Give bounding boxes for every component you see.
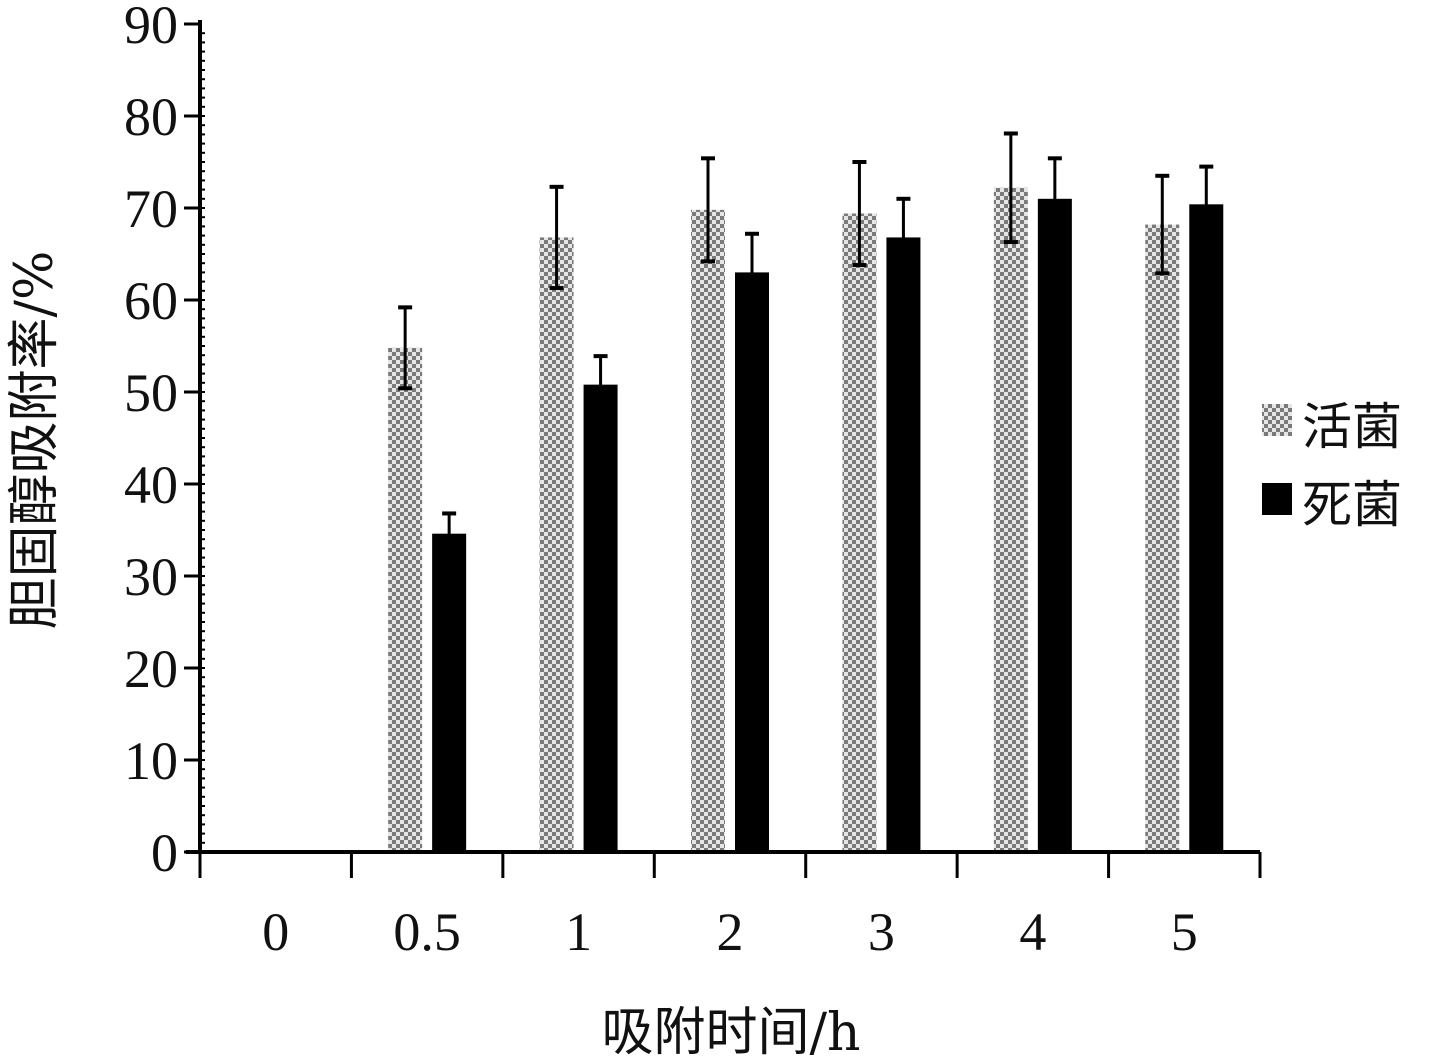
bar-dead [1189, 204, 1224, 852]
bar-live [1145, 224, 1180, 852]
y-tick-label: 0 [151, 823, 178, 883]
x-tick-label: 4 [1019, 902, 1046, 962]
y-tick-label: 20 [124, 639, 178, 699]
axes [184, 20, 1262, 878]
x-tick-label: 0 [262, 902, 289, 962]
x-tick-label: 2 [717, 902, 744, 962]
y-tick-label: 70 [124, 179, 178, 239]
bar-dead [432, 533, 467, 852]
bar-live [993, 187, 1028, 852]
x-tick-label: 0.5 [393, 902, 461, 962]
y-tick-label: 90 [124, 0, 178, 55]
legend-swatch-live [1262, 404, 1292, 436]
y-tick-label: 80 [124, 87, 178, 147]
y-tick-label: 40 [124, 455, 178, 515]
x-tick-label: 3 [868, 902, 895, 962]
y-tick-label: 50 [124, 363, 178, 423]
tick-labels: 0 10 20 30 40 50 60 70 80 90 0 0.5 1 2 3 4 5 [124, 0, 1198, 962]
y-tick-label: 60 [124, 271, 178, 331]
legend-label-live: 活菌 [1302, 398, 1402, 456]
bars [388, 131, 1224, 853]
x-axis-title: 吸附时间/h [601, 1003, 860, 1062]
bar-live [691, 209, 725, 853]
bar-dead [886, 237, 921, 852]
bar-live [842, 213, 877, 852]
legend-label-dead: 死菌 [1302, 476, 1402, 534]
y-tick-label: 10 [124, 731, 178, 791]
x-tick-label: 5 [1171, 902, 1198, 962]
y-tick-label: 30 [124, 547, 178, 607]
bar-dead [1037, 198, 1072, 853]
bar-dead [735, 272, 769, 852]
bar-live [539, 237, 574, 852]
y-axis-title: 胆固醇吸附率/% [5, 251, 65, 630]
legend-swatch-dead [1262, 483, 1292, 515]
x-tick-label: 1 [565, 902, 592, 962]
bar-dead [583, 384, 618, 852]
bar-live [388, 347, 423, 852]
legend: 活菌 死菌 [1262, 398, 1402, 534]
